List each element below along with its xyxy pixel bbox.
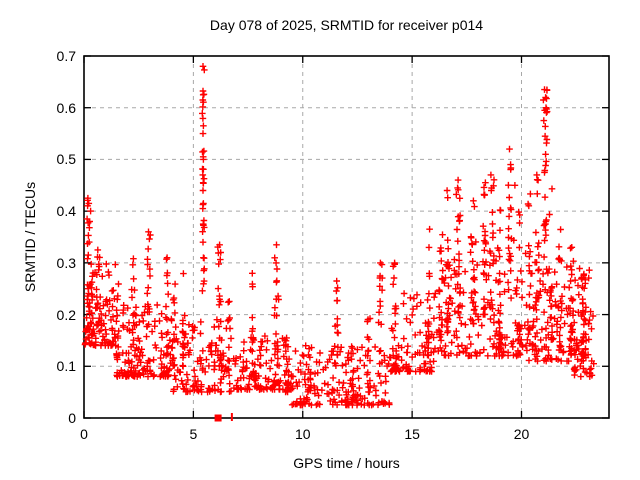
x-tick-label: 0 (80, 426, 88, 442)
y-tick-label: 0.5 (56, 151, 76, 168)
y-tick-label: 0.1 (56, 358, 76, 375)
x-axis-label: GPS time / hours (293, 455, 400, 471)
y-tick-label: 0 (68, 410, 76, 426)
y-tick-label: 0.4 (56, 203, 76, 220)
axis-ticks (83, 55, 609, 419)
y-axis-label: SRMTID / TECUs (22, 181, 38, 293)
scatter-points (81, 63, 597, 409)
plot-border (83, 55, 610, 419)
y-tick-label: 0.3 (56, 254, 76, 271)
x-tick-label: 10 (294, 426, 311, 442)
chart-title: Day 078 of 2025, SRMTID for receiver p01… (209, 17, 484, 33)
x-tick-label: 20 (513, 426, 530, 442)
x-tick-label: 15 (404, 426, 420, 442)
zero-line-square-marker (214, 414, 222, 422)
x-tick-label: 5 (189, 426, 198, 442)
y-tick-label: 0.2 (56, 306, 76, 323)
y-tick-label: 0.6 (56, 99, 76, 116)
y-tick-label: 0.7 (56, 48, 76, 64)
